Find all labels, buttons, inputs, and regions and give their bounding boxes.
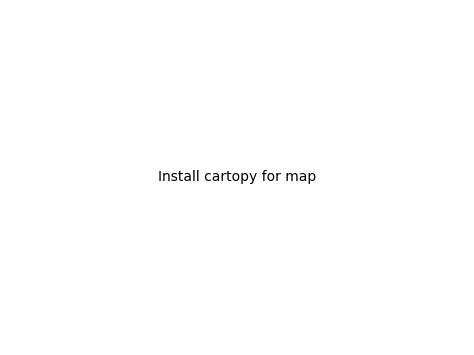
Text: Install cartopy for map: Install cartopy for map <box>158 170 316 185</box>
